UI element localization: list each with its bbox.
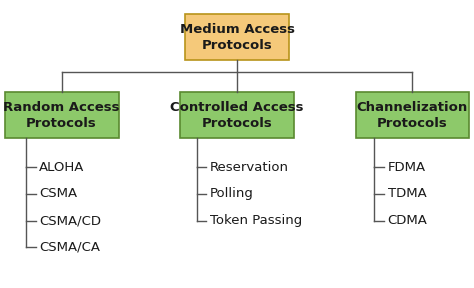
Text: TDMA: TDMA <box>388 187 427 200</box>
FancyBboxPatch shape <box>5 92 118 138</box>
Text: CSMA: CSMA <box>39 187 77 200</box>
Text: Polling: Polling <box>210 187 254 200</box>
FancyBboxPatch shape <box>356 92 469 138</box>
Text: Medium Access
Protocols: Medium Access Protocols <box>180 23 294 52</box>
Text: CDMA: CDMA <box>388 214 428 227</box>
Text: ALOHA: ALOHA <box>39 160 85 174</box>
Text: CSMA/CA: CSMA/CA <box>39 241 100 254</box>
Text: Random Access
Protocols: Random Access Protocols <box>3 101 120 130</box>
Text: FDMA: FDMA <box>388 160 426 174</box>
FancyBboxPatch shape <box>185 14 289 60</box>
Text: Controlled Access
Protocols: Controlled Access Protocols <box>170 101 304 130</box>
Text: Token Passing: Token Passing <box>210 214 302 227</box>
Text: Channelization
Protocols: Channelization Protocols <box>357 101 468 130</box>
FancyBboxPatch shape <box>180 92 294 138</box>
Text: Reservation: Reservation <box>210 160 289 174</box>
Text: CSMA/CD: CSMA/CD <box>39 214 101 227</box>
